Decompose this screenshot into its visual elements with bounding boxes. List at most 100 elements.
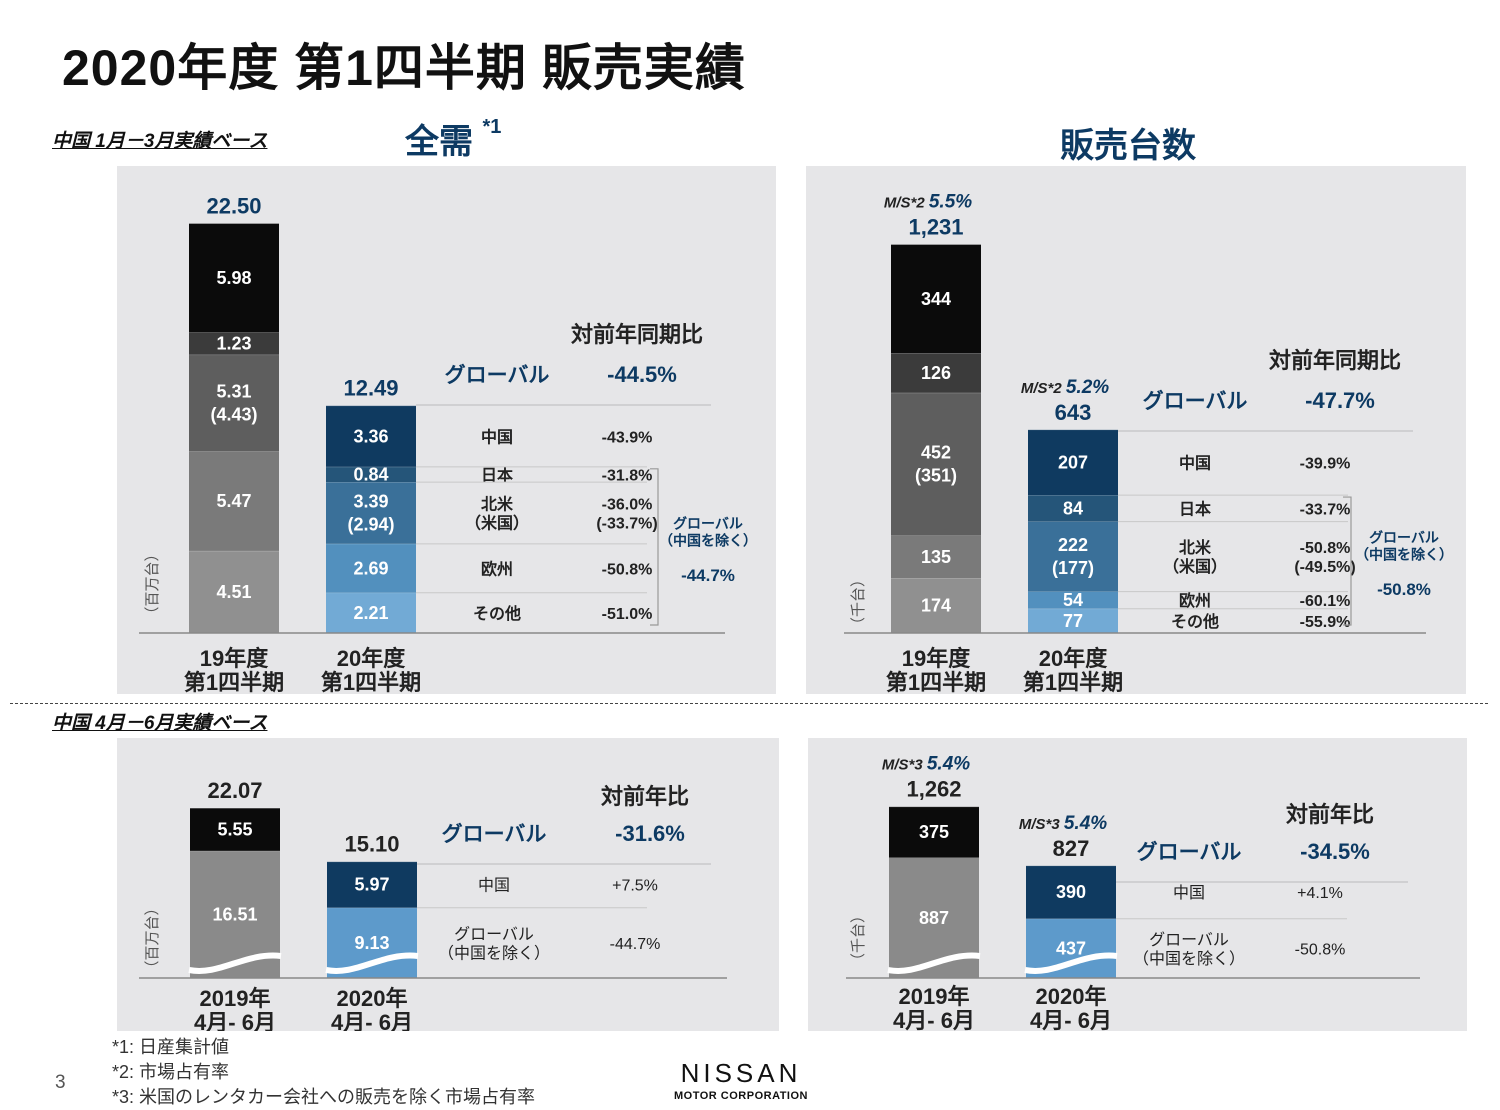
axis-break-mark <box>887 952 981 974</box>
comparison-row-value: -55.9% <box>1300 614 1351 631</box>
comparison-row-value: +4.1% <box>1297 885 1343 902</box>
segment-value-label: 84 <box>1063 498 1083 518</box>
comparison-row-label: 北米（米国） <box>1163 538 1227 576</box>
segment-value-label: 135 <box>921 547 951 567</box>
comparison-row-value: -60.1% <box>1300 593 1351 610</box>
comparison-global-value: -47.7% <box>1305 388 1375 413</box>
bar-total-label: 22.50 <box>206 194 261 219</box>
comparison-bracket-label: グローバル（中国を除く） <box>659 515 757 548</box>
comparison-row-value: +7.5% <box>612 878 658 895</box>
comparison-row-label: 中国 <box>1173 884 1205 902</box>
comparison-row-value: -50.8% <box>1295 941 1346 958</box>
bar-segment <box>189 451 279 551</box>
unit-label: （千台） <box>850 908 867 968</box>
bar-segment <box>1028 429 1118 496</box>
bar-segment <box>327 861 417 908</box>
comparison-row-value: -43.9% <box>602 429 653 446</box>
bar-segment <box>189 354 279 452</box>
comparison-row-label: 欧州 <box>481 559 513 578</box>
bar-segment <box>189 550 279 633</box>
bar-total-label: 1,231 <box>908 214 963 239</box>
comparison-row-label: その他 <box>473 604 521 623</box>
bar-segment <box>1028 495 1118 522</box>
bar-total-label: 22.07 <box>207 778 262 803</box>
segment-value-label: 54 <box>1063 590 1083 610</box>
comparison-row-label: その他 <box>1171 612 1219 631</box>
category-label: 19年度第1四半期 <box>184 646 284 694</box>
segment-value-label: 390 <box>1056 882 1086 902</box>
category-label: 19年度第1四半期 <box>886 646 986 694</box>
bar-segment <box>326 543 416 593</box>
bar-segment <box>326 592 416 633</box>
segment-value-label: 887 <box>919 908 949 928</box>
category-label: 2019年 4月- 6月 <box>194 986 276 1031</box>
logo-sub: MOTOR CORPORATION <box>674 1090 808 1102</box>
category-label: 20年度第1四半期 <box>1023 646 1123 694</box>
segment-value-label: 452 (351) <box>915 443 957 486</box>
comparison-row-value: -31.8% <box>602 467 653 484</box>
segment-value-label: 5.55 <box>217 820 252 840</box>
section-basis-q1: 中国 1月－3月実績ベース <box>52 131 268 152</box>
bar-total-label: 827 <box>1053 836 1090 861</box>
market-share-label: M/S*3 5.4% <box>1019 813 1107 834</box>
segment-value-label: 4.51 <box>216 582 251 602</box>
category-label: 20年度第1四半期 <box>321 646 421 694</box>
bar-total-label: 12.49 <box>343 376 398 401</box>
bar-segment <box>1026 865 1116 919</box>
market-share-label: M/S*2 5.2% <box>1021 377 1109 398</box>
comparison-row-value: -51.0% <box>602 606 653 623</box>
segment-value-label: 5.31 (4.43) <box>210 382 257 425</box>
bar-segment <box>326 466 416 483</box>
comparison-row-label: グローバル（中国を除く） <box>1133 931 1245 968</box>
comparison-row-value: -36.0% (-33.7%) <box>596 496 657 532</box>
comparison-row-label: 中国 <box>478 877 510 895</box>
segment-value-label: 222 (177) <box>1052 535 1094 578</box>
comparison-bracket-label: グローバル（中国を除く） <box>1355 530 1453 563</box>
bar-total-label: 15.10 <box>344 832 399 857</box>
comparison-global-label: グローバル <box>1143 389 1248 413</box>
axis-break-mark <box>1024 952 1118 974</box>
segment-value-label: 1.23 <box>216 334 251 354</box>
comparison-row-value: -50.8% (-49.5%) <box>1294 540 1355 576</box>
bar-segment <box>891 535 981 579</box>
chart-total-demand-q1: 4.51 5.47 5.31 (4.43) 1.23 5.98 2.21 2.69 3.39 (2… <box>139 194 757 695</box>
unit-label: （千台） <box>850 572 867 632</box>
heading-sales-volume: 販売台数 <box>1060 127 1196 165</box>
segment-value-label: 5.97 <box>354 875 389 895</box>
comparison-header: 対前年同期比 <box>1269 348 1401 373</box>
comparison-global-label: グローバル <box>1137 840 1242 864</box>
bar-segment <box>891 392 981 536</box>
segment-value-label: 437 <box>1056 938 1086 958</box>
comparison-row-value: -50.8% <box>602 561 653 578</box>
comparison-global-value: -31.6% <box>615 821 685 846</box>
comparison-row-value: -39.9% <box>1300 455 1351 472</box>
bar-segment <box>326 405 416 467</box>
bar-segment <box>891 353 981 393</box>
bar-segment <box>189 223 279 333</box>
panel-total-demand-q2: 16.51 5.55 9.13 5.97 22.07 15.10 （百万台） 2019年 4月-… <box>117 738 779 1035</box>
section-basis-q2: 中国 4月－6月実績ベース <box>52 713 268 734</box>
comparison-row-value: -44.7% <box>610 936 661 953</box>
segment-value-label: 3.39 (2.94) <box>347 491 394 534</box>
bar-segment <box>1028 521 1118 592</box>
comparison-global-value: -34.5% <box>1300 839 1370 864</box>
logo-name: NISSAN <box>680 1058 802 1088</box>
segment-value-label: 0.84 <box>353 464 388 484</box>
market-share-label: M/S*2 5.5% <box>884 191 972 212</box>
bar-segment <box>1028 608 1118 633</box>
panel-total-demand-q1: 4.51 5.47 5.31 (4.43) 1.23 5.98 2.21 2.69 3.39 (2… <box>117 166 776 695</box>
comparison-row-label: 中国 <box>481 427 513 446</box>
segment-value-label: 2.21 <box>353 603 388 623</box>
segment-value-label: 16.51 <box>212 904 257 924</box>
bar-segment <box>190 808 280 851</box>
segment-value-label: 2.69 <box>353 558 388 578</box>
segment-value-label: 207 <box>1058 452 1088 472</box>
segment-value-label: 3.36 <box>353 426 388 446</box>
comparison-bracket-value: -44.7% <box>681 566 735 585</box>
footnote-3: *3: 米国のレンタカー会社への販売を除く市場占有率 <box>112 1087 536 1107</box>
comparison-row-label: 中国 <box>1179 453 1211 472</box>
comparison-row-label: 欧州 <box>1179 591 1211 610</box>
segment-value-label: 5.98 <box>216 268 251 288</box>
bar-total-label: 1,262 <box>906 777 961 802</box>
